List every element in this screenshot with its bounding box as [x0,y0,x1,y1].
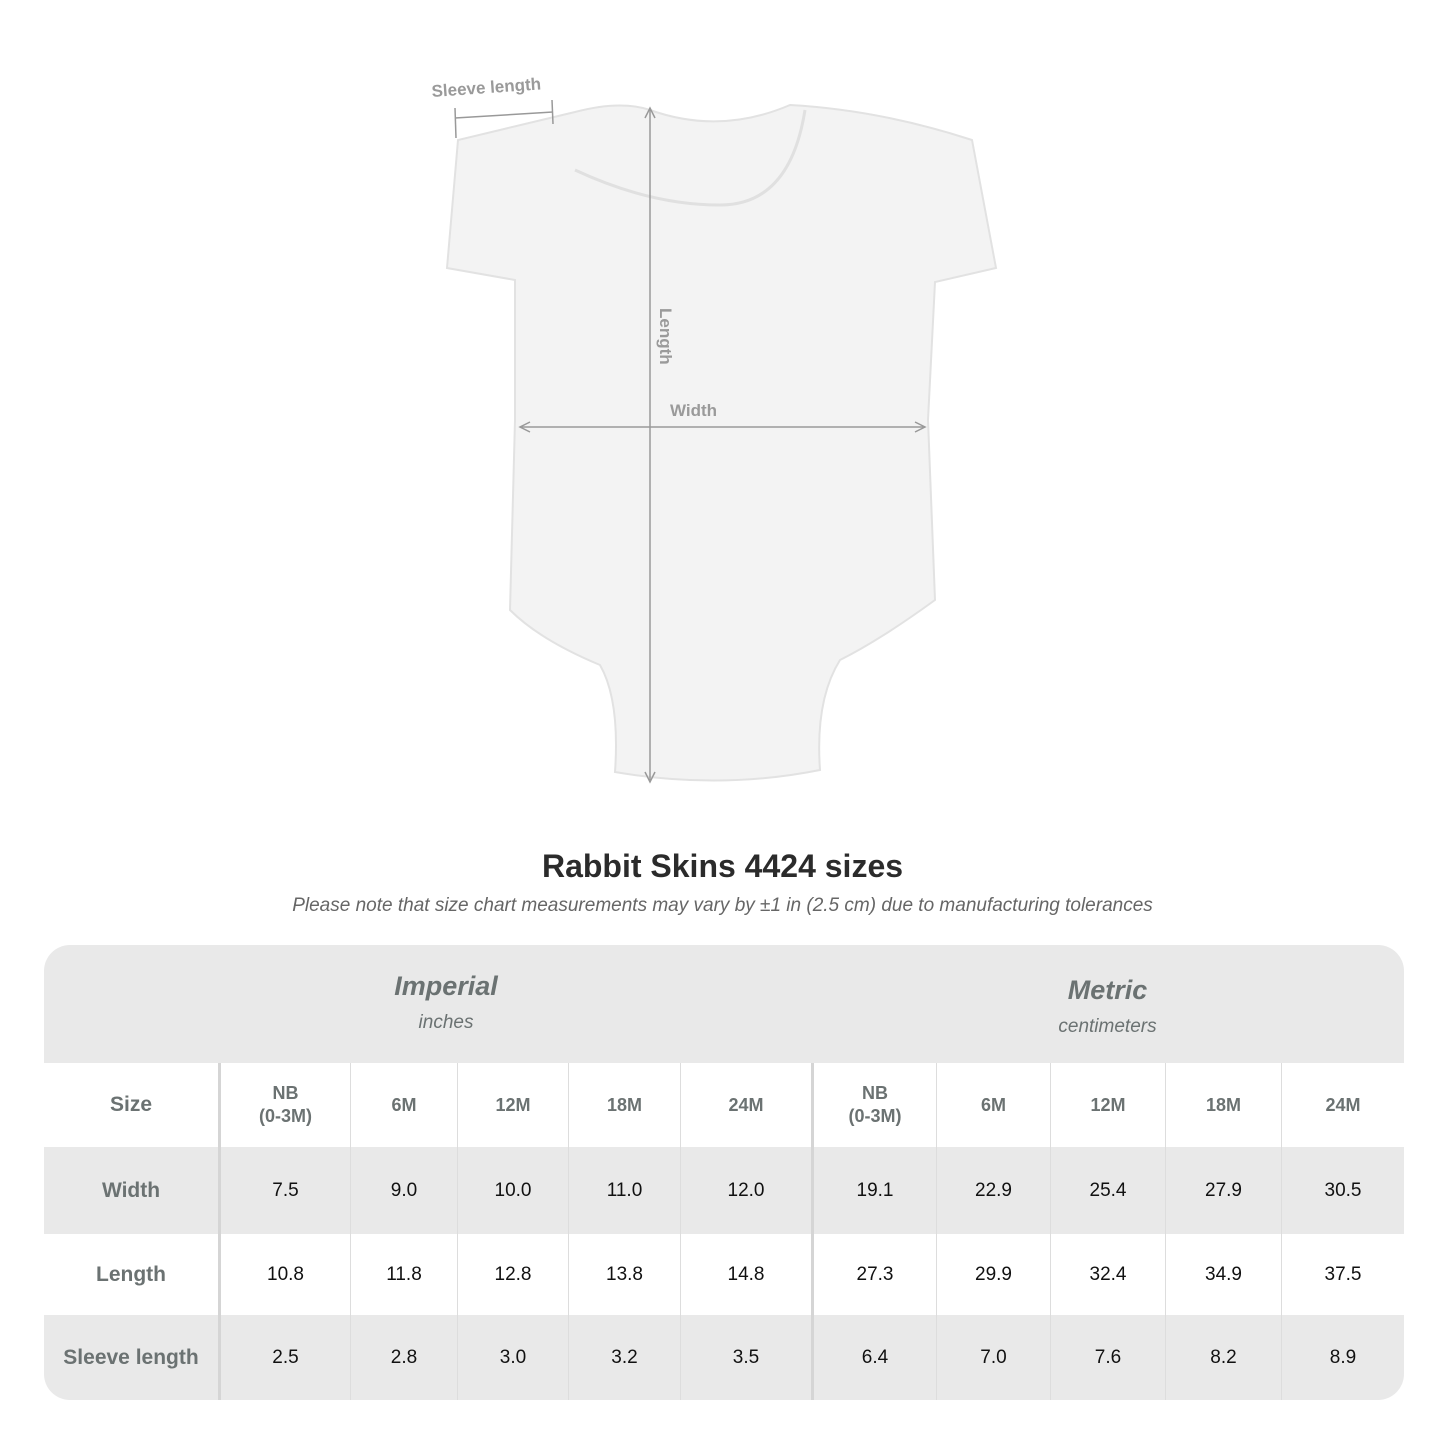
table-row: Width 7.5 9.0 10.0 11.0 12.0 19.1 22.9 25.4 27.9 3… [44,1147,1404,1234]
size-column-header: 12M [457,1063,568,1147]
table-cell: 2.8 [350,1315,457,1400]
table-cell: 7.0 [936,1315,1050,1400]
size-table: Imperial inches Metric centimeters Size N… [44,945,1404,1400]
table-cell: 11.0 [568,1147,680,1234]
table-cell: 3.2 [568,1315,680,1400]
table-cell: 3.0 [457,1315,568,1400]
metric-unit: centimeters [1058,1016,1157,1037]
table-header: Imperial inches Metric centimeters [44,945,1404,1063]
table-cell: 8.9 [1281,1315,1404,1400]
size-column-header: 18M [568,1063,680,1147]
size-column-header: 18M [1165,1063,1281,1147]
table-cell: 25.4 [1050,1147,1165,1234]
imperial-unit: inches [418,1012,474,1033]
table-cell: 7.6 [1050,1315,1165,1400]
table-cell: 22.9 [936,1147,1050,1234]
size-column-header: 24M [680,1063,811,1147]
size-column-header: NB (0-3M) [218,1063,350,1147]
metric-header: Metric centimeters [811,975,1404,1038]
table-cell: 27.3 [811,1234,936,1315]
table-cell: 11.8 [350,1234,457,1315]
table-cell: 13.8 [568,1234,680,1315]
size-column-header: 12M [1050,1063,1165,1147]
table-cell: 10.0 [457,1147,568,1234]
size-column-header: 6M [350,1063,457,1147]
table-cell: 7.5 [218,1147,350,1234]
table-cell: 29.9 [936,1234,1050,1315]
table-cell: 2.5 [218,1315,350,1400]
table-cell: 14.8 [680,1234,811,1315]
table-cell: 37.5 [1281,1234,1404,1315]
chart-title: Rabbit Skins 4424 sizes [541,848,904,884]
table-cell: 19.1 [811,1147,936,1234]
onesie-illustration: Sleeve length Length Width [431,74,998,784]
sleeve-length-label: Sleeve length [431,74,542,101]
table-cell: 12.0 [680,1147,811,1234]
table-row: Sleeve length 2.5 2.8 3.0 3.2 3.5 6.4 7.0 7.6 8.2… [44,1315,1404,1400]
row-label: Size [109,1093,153,1116]
table-cell: 12.8 [457,1234,568,1315]
width-label: Width [670,401,717,420]
row-label: Length [96,1262,166,1286]
row-label: Width [101,1178,161,1202]
imperial-title: Imperial [394,971,498,1001]
table-row: Length 10.8 11.8 12.8 13.8 14.8 27.3 29.9 32.4 34… [44,1234,1404,1315]
onesie-shape [445,103,998,782]
size-column-header: 24M [1281,1063,1404,1147]
length-label: Length [656,308,675,365]
table-cell: 8.2 [1165,1315,1281,1400]
table-cell: 34.9 [1165,1234,1281,1315]
tolerance-note: Please note that size chart measurements… [292,895,1153,916]
table-cell: 3.5 [680,1315,811,1400]
table-cell: 30.5 [1281,1147,1404,1234]
table-cell: 9.0 [350,1147,457,1234]
row-label: Sleeve length [63,1345,199,1369]
table-cell: 32.4 [1050,1234,1165,1315]
table-cell: 6.4 [811,1315,936,1400]
imperial-header: Imperial inches [218,971,674,1034]
size-header-row: Size NB (0-3M) 6M 12M 18M 24M NB (0-3M) 6M 12M 18… [44,1063,1404,1147]
table-cell: 27.9 [1165,1147,1281,1234]
size-column-header: 6M [936,1063,1050,1147]
table-cell: 10.8 [218,1234,350,1315]
metric-title: Metric [1067,975,1148,1005]
size-column-header: NB (0-3M) [811,1063,936,1147]
